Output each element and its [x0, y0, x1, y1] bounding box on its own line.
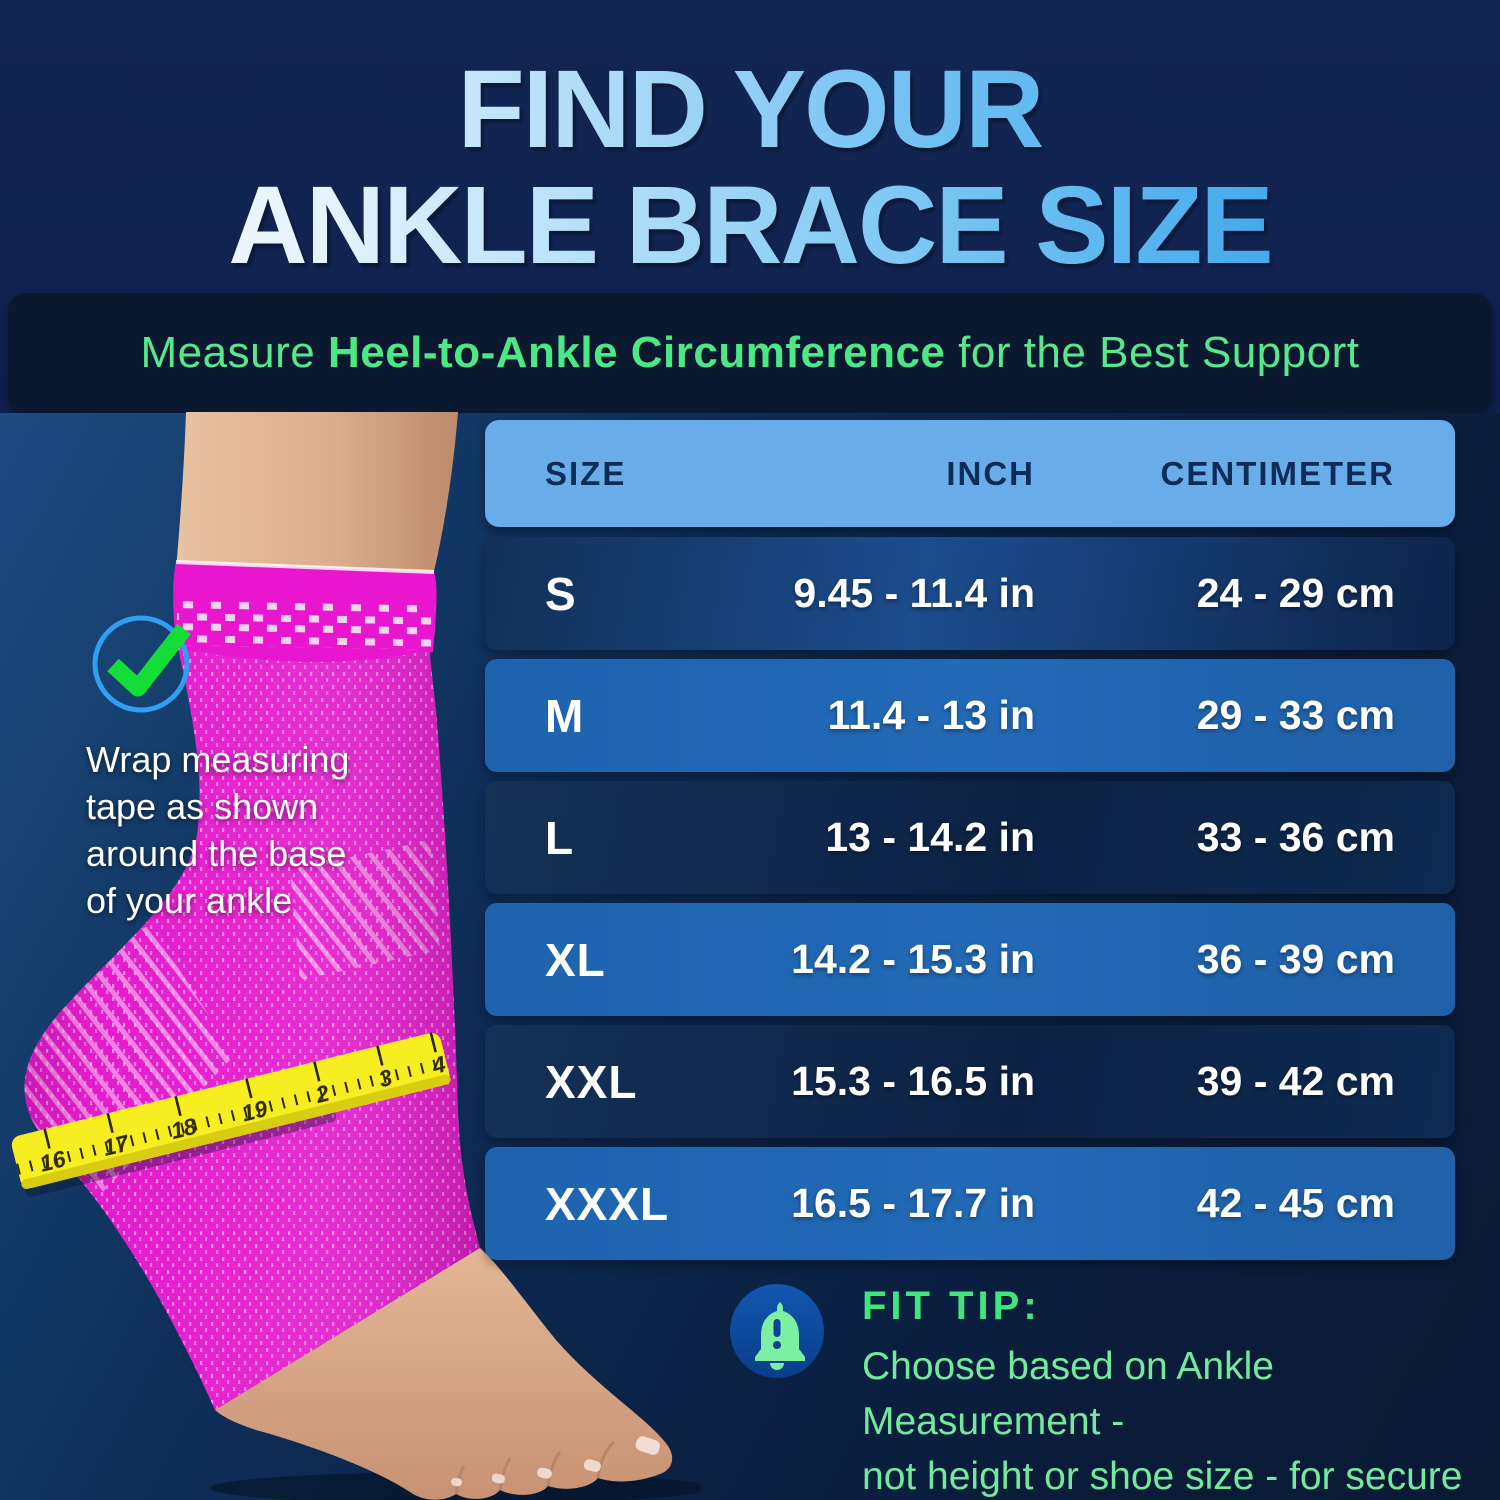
size-cell: XXXL: [545, 1177, 670, 1230]
fit-tip-line: not height or shoe size - for secure: [862, 1455, 1463, 1498]
instruction-line: of your ankle: [86, 880, 293, 921]
inch-cell: 14.2 - 15.3 in: [791, 936, 1035, 982]
tape-number: 16: [37, 1145, 68, 1176]
measure-instruction: Wrap measuring tape as shown around the …: [86, 736, 486, 924]
size-cell: XXL: [545, 1055, 638, 1108]
instruction-line: tape as shown: [86, 786, 319, 827]
check-icon: [107, 623, 191, 697]
fit-tip-icon: [730, 1284, 824, 1378]
size-chart-table: SIZE INCH CENTIMETER S 9.45 - 11.4 in 24…: [485, 420, 1455, 1260]
tape-number: 18: [168, 1113, 199, 1144]
inch-cell: 9.45 - 11.4 in: [793, 570, 1035, 616]
tape-number: 4: [428, 1051, 448, 1080]
fit-tip-title: FIT TIP:: [862, 1284, 1041, 1328]
header-centimeter: CENTIMETER: [1160, 454, 1395, 492]
foot: [215, 1248, 673, 1500]
tape-number: 2: [312, 1080, 332, 1109]
subtitle-highlight: Heel-to-Ankle Circumference: [327, 328, 946, 377]
size-cell: L: [545, 811, 575, 864]
page-title-line2: ANKLE BRACE SIZE: [0, 168, 1500, 284]
fit-tip-body: Choose based on Ankle Measurement - not …: [862, 1339, 1500, 1500]
leg: [176, 412, 458, 580]
inch-cell: 15.3 - 16.5 in: [791, 1058, 1035, 1104]
subtitle-prefix: Measure: [140, 328, 328, 377]
subtitle-banner: Measure Heel-to-Ankle Circumference for …: [8, 293, 1492, 413]
bell-icon: [755, 1302, 805, 1370]
cm-cell: 29 - 33 cm: [1196, 692, 1395, 738]
table-row: XXXL 16.5 - 17.7 in 42 - 45 cm: [485, 1147, 1455, 1260]
cm-cell: 33 - 36 cm: [1196, 814, 1395, 860]
tape-number: 19: [239, 1095, 270, 1126]
check-ring-icon: [92, 615, 190, 713]
subtitle-suffix: for the Best Support: [945, 328, 1360, 377]
table-row: XL 14.2 - 15.3 in 36 - 39 cm: [485, 903, 1455, 1016]
cm-cell: 24 - 29 cm: [1196, 570, 1395, 616]
header-size: SIZE: [545, 454, 627, 492]
size-cell: XL: [545, 933, 606, 986]
inch-cell: 13 - 14.2 in: [825, 814, 1035, 860]
tape-number: 3: [376, 1064, 395, 1092]
check-badge: [92, 615, 191, 713]
page-title: FIND YOUR ANKLE BRACE SIZE: [0, 52, 1500, 284]
cm-cell: 36 - 39 cm: [1196, 936, 1395, 982]
table-header-row: SIZE INCH CENTIMETER: [485, 420, 1455, 527]
fit-tip: FIT TIP: Choose based on Ankle Measureme…: [862, 1284, 1500, 1500]
table-row: S 9.45 - 11.4 in 24 - 29 cm: [485, 537, 1455, 650]
fit-tip-line: Choose based on Ankle Measurement -: [862, 1345, 1274, 1443]
page-title-line1: FIND YOUR: [0, 52, 1500, 168]
header-inch: INCH: [946, 454, 1035, 492]
size-cell: M: [545, 689, 585, 742]
inch-cell: 11.4 - 13 in: [827, 692, 1035, 738]
subtitle-text: Measure Heel-to-Ankle Circumference for …: [141, 328, 1360, 378]
inch-cell: 16.5 - 17.7 in: [791, 1180, 1035, 1226]
table-row: XXL 15.3 - 16.5 in 39 - 42 cm: [485, 1025, 1455, 1138]
table-row: M 11.4 - 13 in 29 - 33 cm: [485, 659, 1455, 772]
instruction-line: around the base: [86, 833, 347, 874]
table-row: L 13 - 14.2 in 33 - 36 cm: [485, 781, 1455, 894]
size-cell: S: [545, 567, 577, 620]
cm-cell: 39 - 42 cm: [1196, 1058, 1395, 1104]
instruction-line: Wrap measuring: [86, 739, 350, 780]
measuring-tape: 16 17 18 19 2 3 4: [11, 1032, 451, 1198]
cm-cell: 42 - 45 cm: [1196, 1180, 1395, 1226]
ankle-brace-photo: 16 17 18 19 2 3 4: [11, 412, 700, 1500]
